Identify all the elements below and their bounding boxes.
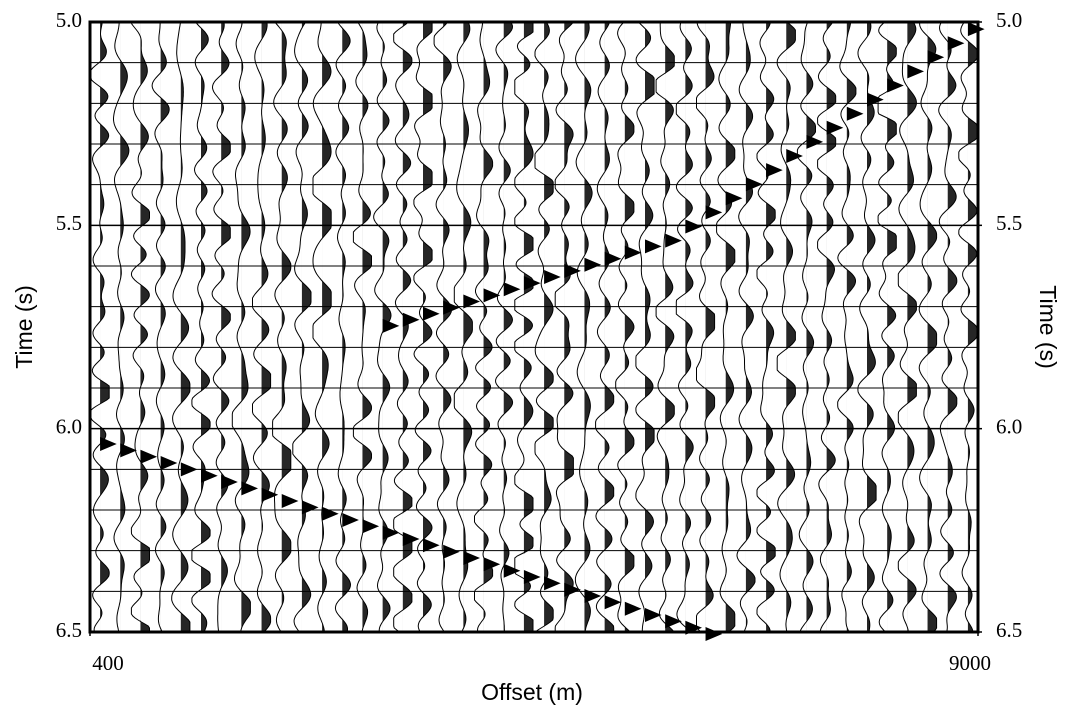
trace-fill bbox=[362, 22, 372, 632]
y-axis-label: Time (s) bbox=[11, 285, 37, 368]
trace-fill bbox=[887, 22, 897, 632]
trace-fill bbox=[322, 22, 332, 632]
trace-fill bbox=[867, 22, 877, 632]
trace bbox=[334, 21, 352, 633]
trace bbox=[595, 21, 615, 632]
trace-fill bbox=[705, 22, 715, 632]
trace-fill bbox=[665, 22, 675, 632]
y2-tick-label: 5.5 bbox=[996, 211, 1022, 235]
trace bbox=[877, 21, 897, 633]
trace bbox=[655, 21, 675, 633]
trace bbox=[352, 21, 373, 633]
trace bbox=[534, 21, 554, 633]
trace bbox=[272, 21, 292, 633]
trace-fill bbox=[523, 22, 533, 632]
trace bbox=[171, 21, 191, 632]
trace bbox=[796, 21, 816, 633]
y2-tick-label: 5.0 bbox=[996, 8, 1022, 32]
trace-fill bbox=[826, 22, 836, 632]
trace bbox=[837, 21, 857, 633]
trace bbox=[615, 21, 635, 633]
trace-fill bbox=[745, 22, 755, 632]
y-tick-label: 5.0 bbox=[56, 8, 82, 32]
trace bbox=[514, 22, 534, 632]
trace-fill bbox=[342, 22, 351, 632]
trace-fill bbox=[140, 22, 150, 632]
trace bbox=[776, 21, 796, 633]
trace bbox=[857, 21, 877, 633]
trace bbox=[231, 21, 251, 633]
trace bbox=[817, 21, 837, 633]
trace bbox=[635, 21, 655, 633]
x-tick-label: 9000 bbox=[949, 651, 991, 675]
trace bbox=[113, 21, 130, 633]
trace-fill bbox=[160, 22, 170, 632]
trace-fill bbox=[301, 22, 311, 632]
trace bbox=[918, 21, 938, 633]
trace-fill bbox=[846, 22, 856, 632]
trace bbox=[495, 21, 514, 633]
trace bbox=[292, 21, 312, 633]
trace-fill bbox=[463, 22, 473, 632]
trace-fill bbox=[281, 22, 291, 632]
trace bbox=[151, 21, 170, 633]
trace bbox=[413, 22, 433, 633]
trace-fill bbox=[604, 22, 614, 632]
trace bbox=[433, 21, 453, 633]
trace bbox=[897, 21, 917, 633]
trace-fill bbox=[423, 22, 433, 632]
trace-fill bbox=[241, 22, 251, 632]
trace-fill bbox=[261, 22, 271, 632]
trace-fill bbox=[907, 22, 917, 632]
trace bbox=[474, 21, 494, 633]
trace-fill bbox=[766, 22, 776, 632]
trace bbox=[252, 21, 272, 633]
event bbox=[100, 437, 723, 641]
trace bbox=[675, 21, 694, 633]
trace bbox=[211, 21, 231, 633]
trace bbox=[393, 21, 413, 633]
x-tick-label: 400 bbox=[92, 651, 124, 675]
trace bbox=[191, 21, 211, 633]
y2-tick-label: 6.0 bbox=[996, 414, 1022, 438]
trace bbox=[90, 21, 110, 633]
y2-axis-label: Time (s) bbox=[1035, 285, 1061, 368]
y-tick-label: 6.0 bbox=[56, 414, 82, 438]
trace bbox=[453, 21, 473, 633]
trace-fill bbox=[947, 22, 957, 632]
trace bbox=[716, 21, 736, 633]
trace bbox=[736, 22, 756, 633]
trace-fill bbox=[685, 22, 694, 632]
trace-fill bbox=[402, 22, 412, 632]
event bbox=[382, 239, 662, 333]
event bbox=[665, 22, 985, 248]
y-tick-label: 5.5 bbox=[56, 211, 82, 235]
trace-fill bbox=[180, 22, 190, 632]
trace-fill bbox=[443, 22, 452, 632]
trace-fill bbox=[927, 22, 937, 632]
trace bbox=[574, 21, 593, 633]
x-axis-label: Offset (m) bbox=[481, 679, 583, 705]
trace-fill bbox=[645, 22, 655, 632]
trace bbox=[696, 21, 716, 633]
trace-fill bbox=[483, 22, 493, 632]
trace bbox=[938, 21, 958, 633]
trace-fill bbox=[544, 22, 554, 632]
trace-fill bbox=[100, 22, 110, 632]
trace-fill bbox=[624, 22, 634, 632]
trace bbox=[554, 21, 574, 632]
trace bbox=[130, 21, 150, 632]
y-tick-label: 6.5 bbox=[56, 618, 82, 642]
y2-tick-label: 6.5 bbox=[996, 618, 1022, 642]
trace-fill bbox=[806, 22, 816, 632]
trace bbox=[756, 21, 776, 633]
trace bbox=[312, 21, 332, 633]
plot-frame bbox=[88, 20, 980, 634]
